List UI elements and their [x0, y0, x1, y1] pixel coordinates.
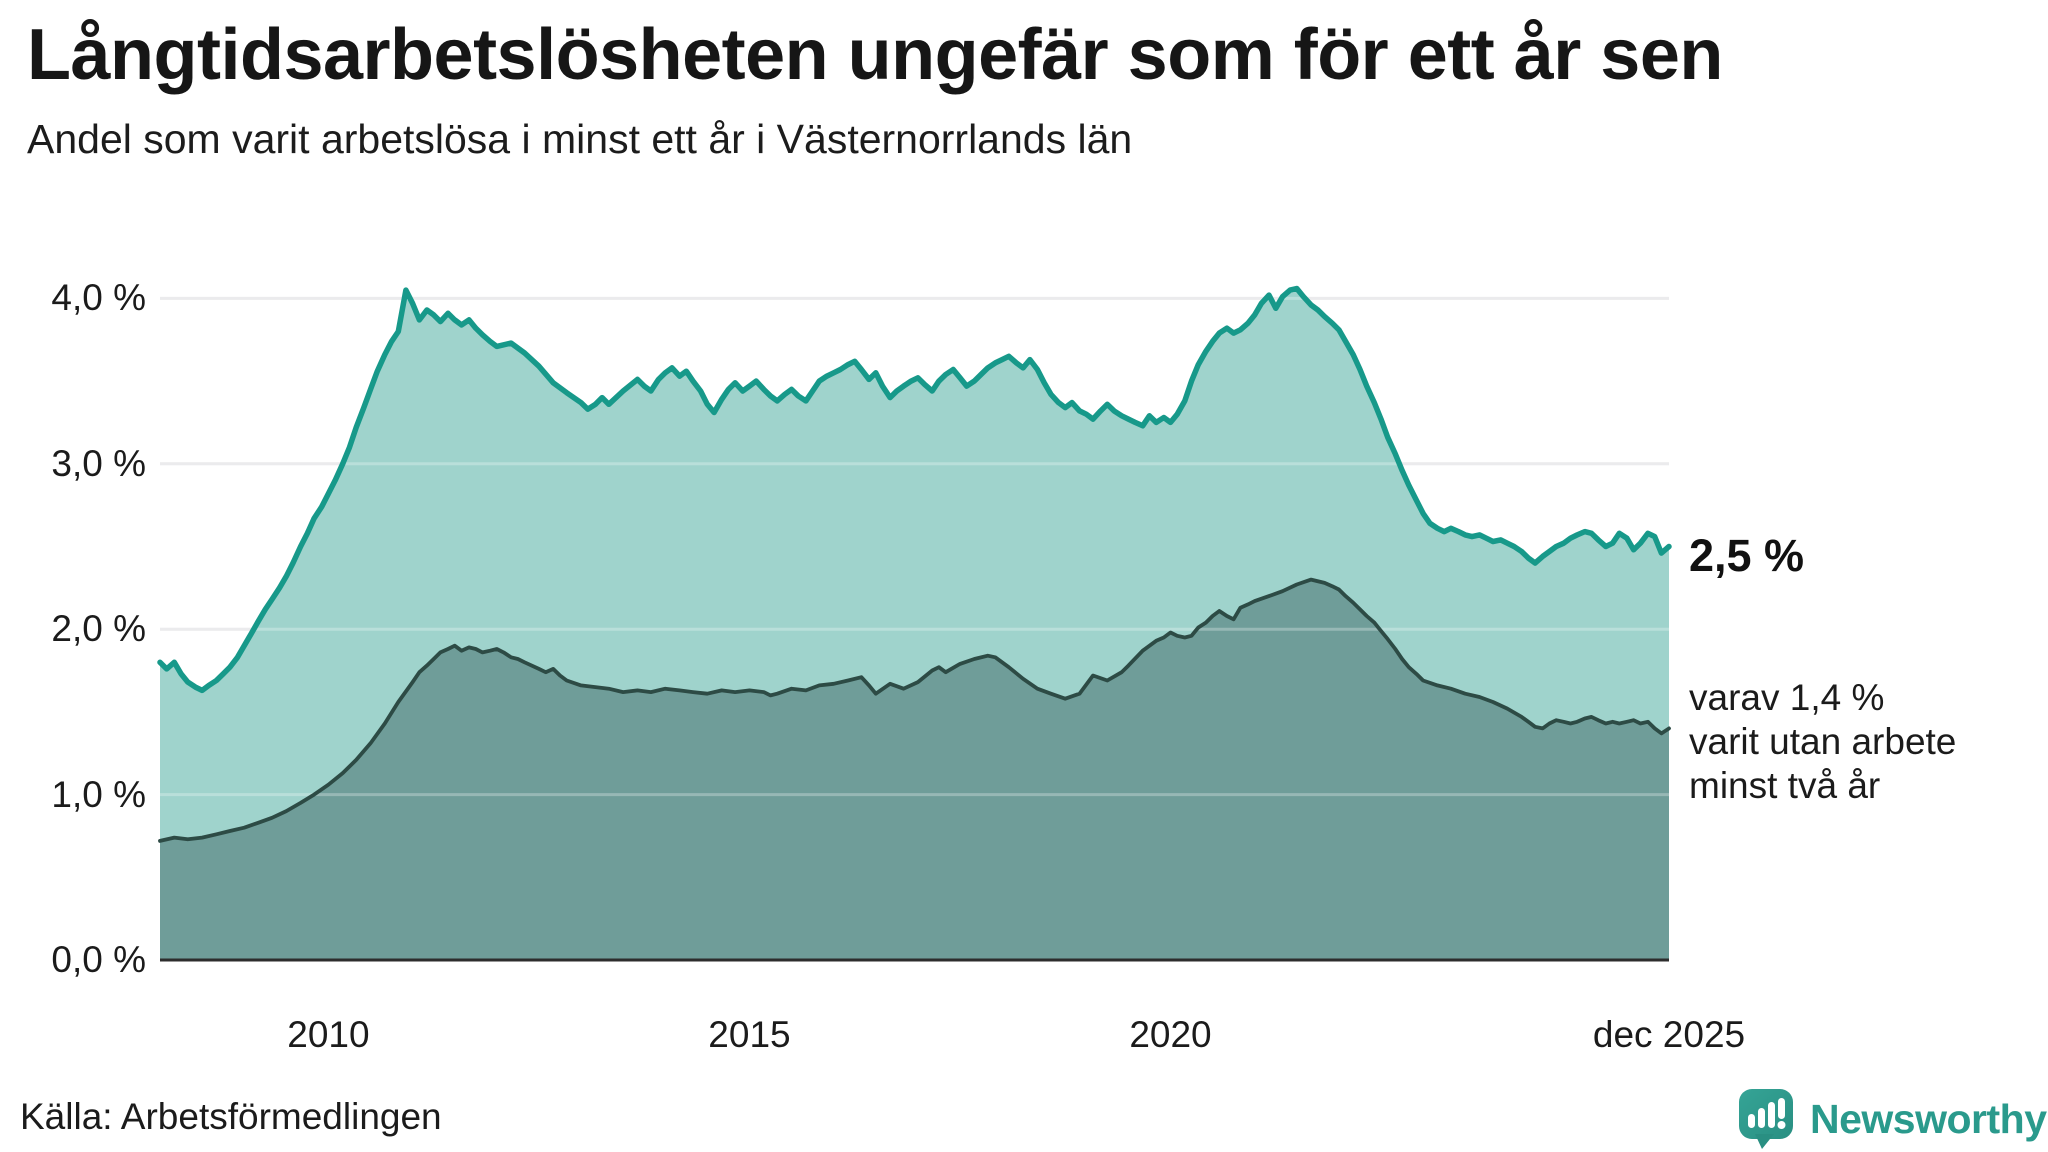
- y-axis-tick: 0,0 %: [51, 939, 146, 980]
- y-axis-tick: 1,0 %: [51, 773, 146, 815]
- line-total: [157, 285, 1672, 694]
- y-axis-tick: 3,0 %: [51, 442, 146, 484]
- newsworthy-logo: Newsworthy: [1738, 1088, 2047, 1150]
- bar-chart-speech-bubble-icon: [1739, 1089, 1793, 1149]
- annotation-line: varit utan arbete: [1689, 721, 1957, 762]
- newsworthy-wordmark: Newsworthy: [1810, 1095, 2047, 1142]
- x-axis-tick: dec 2025: [1592, 1014, 1746, 1055]
- line-two-years: [158, 577, 1671, 843]
- page-title: Långtidsarbetslösheten ungefär som för e…: [27, 15, 1723, 95]
- y-axis-tick: 4,0 %: [51, 277, 146, 319]
- page-subtitle: Andel som varit arbetslösa i minst ett å…: [27, 116, 1133, 162]
- source-note: Källa: Arbetsförmedlingen: [20, 1096, 442, 1137]
- x-axis-tick: 2020: [1129, 1014, 1212, 1055]
- x-axis-tick: 2010: [287, 1014, 370, 1055]
- annotation-two-years: varav 1,4 % varit utan arbete minst två …: [1689, 676, 1956, 808]
- x-axis-tick: 2015: [708, 1014, 791, 1055]
- annotation-line: varav 1,4 %: [1689, 677, 1885, 718]
- end-value-label-total: 2,5 %: [1689, 530, 1805, 581]
- y-axis-tick: 2,0 %: [51, 608, 146, 650]
- area-two-years: [160, 579, 1669, 960]
- annotation-line: minst två år: [1689, 765, 1881, 806]
